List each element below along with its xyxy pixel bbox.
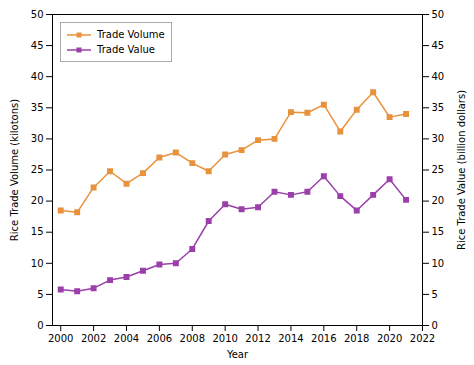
svg-text:50: 50: [432, 9, 445, 20]
svg-text:0: 0: [432, 320, 438, 331]
svg-text:Rice Trade Value (billion doll: Rice Trade Value (billion dollars): [456, 90, 467, 250]
svg-text:35: 35: [31, 102, 44, 113]
svg-text:25: 25: [31, 164, 44, 175]
svg-text:2012: 2012: [245, 333, 270, 344]
svg-text:2016: 2016: [311, 333, 336, 344]
svg-text:40: 40: [31, 71, 44, 82]
svg-text:Rice Trade Volume (kilotons): Rice Trade Volume (kilotons): [9, 99, 20, 241]
svg-text:15: 15: [31, 226, 44, 237]
svg-text:2002: 2002: [81, 333, 106, 344]
svg-text:2000: 2000: [48, 333, 73, 344]
svg-text:45: 45: [31, 40, 44, 51]
svg-text:Year: Year: [226, 349, 249, 360]
svg-text:2020: 2020: [377, 333, 402, 344]
svg-text:35: 35: [432, 102, 445, 113]
svg-text:5: 5: [432, 289, 438, 300]
svg-text:50: 50: [31, 9, 44, 20]
svg-text:2010: 2010: [212, 333, 237, 344]
svg-text:25: 25: [432, 164, 445, 175]
svg-text:10: 10: [31, 258, 44, 269]
svg-text:15: 15: [432, 226, 445, 237]
html-text:Trade Value: Trade Value: [97, 44, 155, 55]
svg-text:45: 45: [432, 40, 445, 51]
svg-text:30: 30: [31, 133, 44, 144]
svg-text:2004: 2004: [114, 333, 139, 344]
svg-text:5: 5: [37, 289, 43, 300]
svg-text:40: 40: [432, 71, 445, 82]
svg-text:2018: 2018: [344, 333, 369, 344]
svg-text:2022: 2022: [410, 333, 435, 344]
html-text:Trade Volume: Trade Volume: [97, 29, 165, 40]
svg-text:2014: 2014: [278, 333, 303, 344]
svg-text:2008: 2008: [180, 333, 205, 344]
svg-text:2006: 2006: [147, 333, 172, 344]
svg-text:10: 10: [432, 258, 445, 269]
svg-text:30: 30: [432, 133, 445, 144]
svg-text:20: 20: [31, 195, 44, 206]
svg-text:20: 20: [432, 195, 445, 206]
svg-text:0: 0: [37, 320, 43, 331]
